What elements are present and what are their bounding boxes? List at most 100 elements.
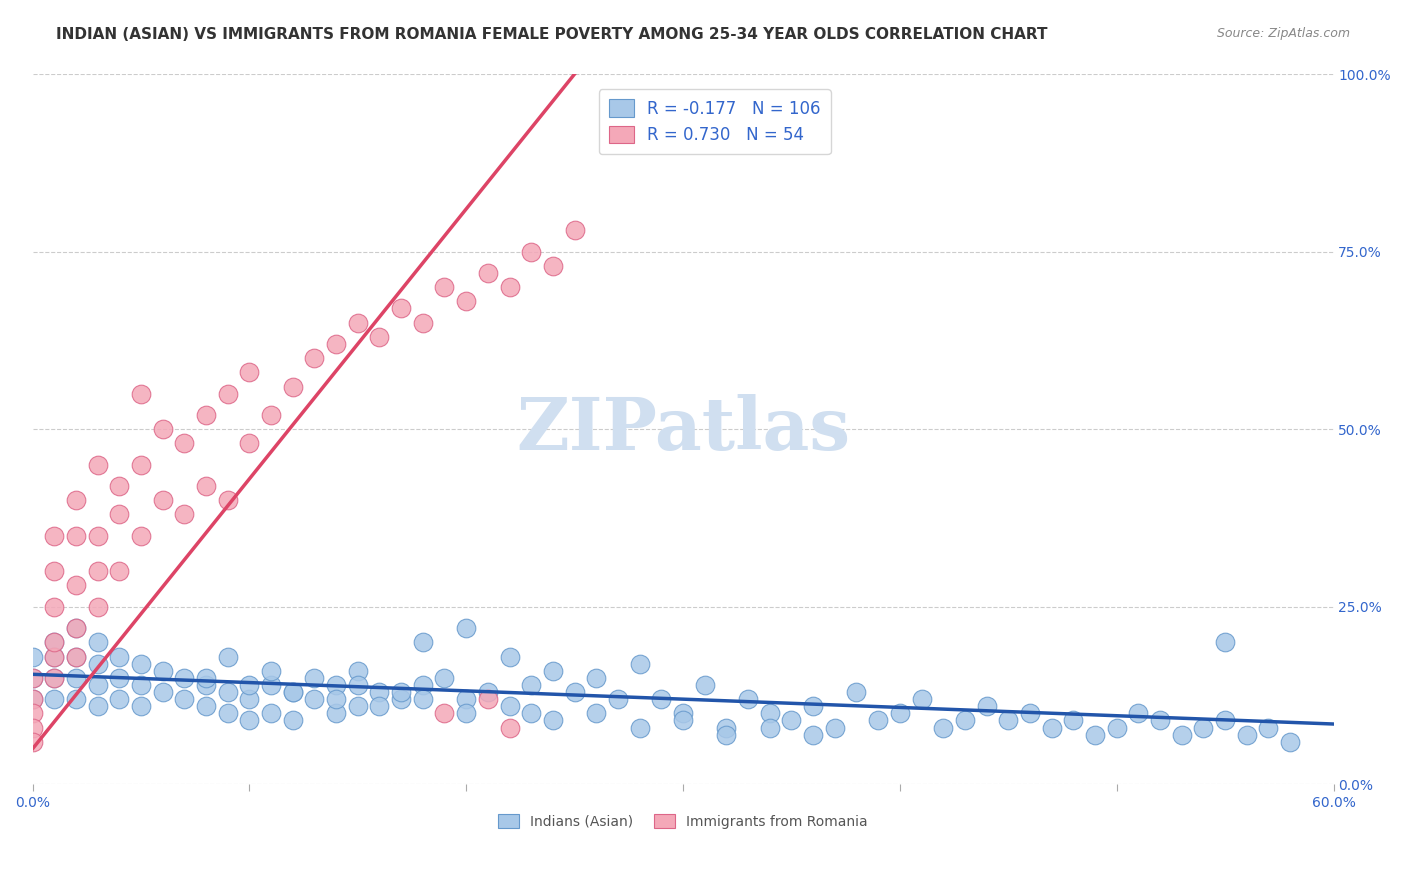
Point bbox=[86, 599, 108, 614]
Point bbox=[194, 408, 217, 422]
Point bbox=[108, 671, 131, 685]
Point bbox=[86, 529, 108, 543]
Point bbox=[65, 621, 87, 635]
Point bbox=[801, 699, 824, 714]
Point bbox=[672, 714, 695, 728]
Point bbox=[953, 714, 976, 728]
Point bbox=[152, 664, 174, 678]
Point bbox=[173, 436, 195, 450]
Point bbox=[910, 692, 932, 706]
Point bbox=[564, 685, 586, 699]
Point bbox=[456, 294, 478, 309]
Point bbox=[1213, 714, 1236, 728]
Point bbox=[44, 671, 66, 685]
Point bbox=[44, 692, 66, 706]
Point bbox=[325, 678, 347, 692]
Point bbox=[304, 692, 326, 706]
Point bbox=[108, 692, 131, 706]
Point bbox=[868, 714, 890, 728]
Point bbox=[194, 671, 217, 685]
Point bbox=[477, 266, 499, 280]
Point bbox=[693, 678, 716, 692]
Point bbox=[325, 337, 347, 351]
Point bbox=[520, 706, 543, 721]
Point bbox=[44, 649, 66, 664]
Point bbox=[152, 422, 174, 436]
Point bbox=[21, 692, 44, 706]
Point bbox=[412, 635, 434, 649]
Point bbox=[44, 564, 66, 578]
Point bbox=[456, 692, 478, 706]
Point bbox=[86, 458, 108, 472]
Point bbox=[260, 664, 283, 678]
Legend: Indians (Asian), Immigrants from Romania: Indians (Asian), Immigrants from Romania bbox=[492, 808, 873, 834]
Point bbox=[1279, 735, 1302, 749]
Point bbox=[346, 664, 368, 678]
Point bbox=[238, 692, 260, 706]
Point bbox=[152, 685, 174, 699]
Point bbox=[21, 649, 44, 664]
Point bbox=[173, 692, 195, 706]
Point bbox=[412, 678, 434, 692]
Point bbox=[824, 721, 846, 735]
Point bbox=[412, 692, 434, 706]
Point bbox=[281, 714, 304, 728]
Text: ZIPatlas: ZIPatlas bbox=[516, 393, 851, 465]
Point bbox=[716, 728, 738, 742]
Point bbox=[44, 635, 66, 649]
Point bbox=[585, 706, 607, 721]
Point bbox=[260, 706, 283, 721]
Point bbox=[129, 458, 152, 472]
Point bbox=[238, 678, 260, 692]
Point bbox=[86, 564, 108, 578]
Point bbox=[520, 678, 543, 692]
Point bbox=[672, 706, 695, 721]
Point bbox=[281, 685, 304, 699]
Point bbox=[1128, 706, 1150, 721]
Point bbox=[1257, 721, 1279, 735]
Point bbox=[1105, 721, 1128, 735]
Point bbox=[108, 564, 131, 578]
Point bbox=[129, 657, 152, 671]
Point bbox=[1040, 721, 1063, 735]
Point bbox=[628, 657, 651, 671]
Point bbox=[217, 706, 239, 721]
Point bbox=[44, 599, 66, 614]
Point bbox=[129, 699, 152, 714]
Point bbox=[86, 635, 108, 649]
Point bbox=[389, 301, 412, 316]
Text: Source: ZipAtlas.com: Source: ZipAtlas.com bbox=[1216, 27, 1350, 40]
Point bbox=[194, 678, 217, 692]
Point bbox=[21, 671, 44, 685]
Point bbox=[21, 735, 44, 749]
Point bbox=[997, 714, 1019, 728]
Point bbox=[86, 657, 108, 671]
Point bbox=[65, 649, 87, 664]
Point bbox=[1062, 714, 1084, 728]
Point bbox=[194, 699, 217, 714]
Point bbox=[217, 649, 239, 664]
Point bbox=[976, 699, 998, 714]
Point bbox=[65, 493, 87, 508]
Point bbox=[238, 436, 260, 450]
Point bbox=[217, 493, 239, 508]
Point bbox=[65, 692, 87, 706]
Point bbox=[108, 479, 131, 493]
Point bbox=[281, 685, 304, 699]
Point bbox=[260, 678, 283, 692]
Point bbox=[456, 706, 478, 721]
Point bbox=[433, 280, 456, 294]
Point bbox=[498, 699, 520, 714]
Point bbox=[628, 721, 651, 735]
Point bbox=[1084, 728, 1107, 742]
Point bbox=[801, 728, 824, 742]
Point bbox=[108, 649, 131, 664]
Point bbox=[758, 706, 780, 721]
Point bbox=[433, 671, 456, 685]
Point bbox=[44, 529, 66, 543]
Point bbox=[21, 692, 44, 706]
Point bbox=[368, 685, 391, 699]
Point bbox=[217, 386, 239, 401]
Point bbox=[780, 714, 803, 728]
Point bbox=[173, 671, 195, 685]
